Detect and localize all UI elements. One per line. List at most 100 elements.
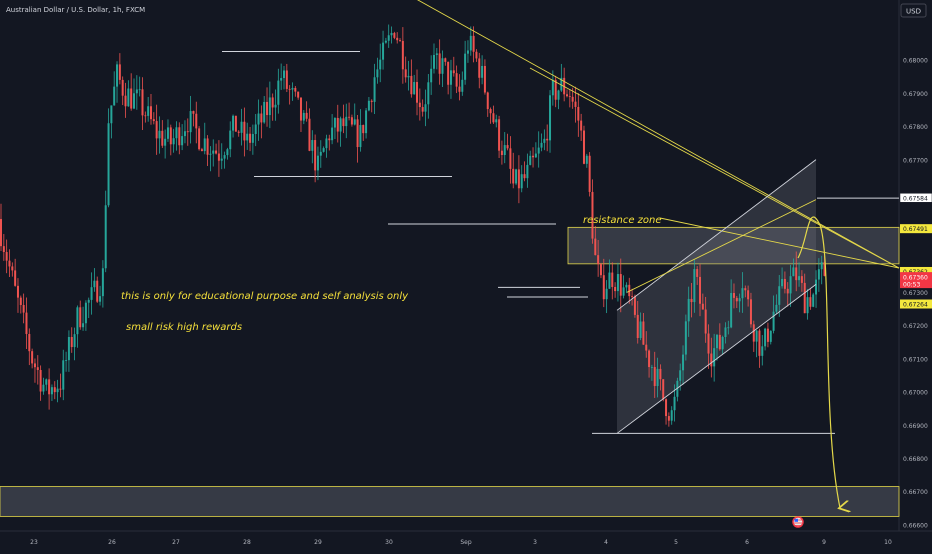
candle-body	[430, 68, 433, 83]
price-badge-label: 0.67360	[903, 275, 928, 282]
channel-fill	[617, 159, 816, 434]
candle-body	[823, 262, 826, 276]
candle-body	[195, 113, 198, 129]
candle-body	[820, 262, 823, 270]
candle-body	[766, 328, 769, 342]
candle-body	[164, 138, 167, 146]
candle-body	[268, 97, 271, 116]
candle-body	[441, 58, 444, 74]
time-tick-label: 10	[884, 539, 892, 546]
candle-body	[732, 293, 735, 298]
candle-body	[549, 95, 552, 141]
price-badge	[899, 193, 932, 203]
candle-body	[260, 113, 263, 123]
candle-body	[16, 285, 19, 298]
candle-body	[186, 131, 189, 133]
price-badge	[900, 299, 932, 309]
candle-body	[33, 363, 36, 368]
candle-body	[679, 370, 682, 381]
candle-body	[127, 88, 130, 107]
candle-body	[149, 106, 152, 120]
candle-body	[670, 410, 673, 421]
candle-body	[257, 113, 260, 125]
candle-body	[220, 158, 223, 161]
price-tick-label: 0.67900	[903, 91, 928, 98]
candle-body	[342, 118, 345, 127]
price-tick-label: 0.67000	[903, 390, 928, 397]
candle-body	[599, 264, 602, 276]
candle-body	[118, 64, 121, 80]
candle-body	[206, 138, 209, 155]
candle-body	[775, 304, 778, 312]
candle-body	[701, 303, 704, 310]
candle-body	[87, 299, 90, 303]
candle-body	[198, 128, 201, 150]
price-tick-label: 0.67700	[903, 157, 928, 164]
price-badge-label: 0.67584	[903, 195, 928, 202]
candle-body	[478, 58, 481, 78]
candle-body	[659, 368, 662, 380]
candle-body	[76, 307, 79, 335]
candle-body	[251, 134, 254, 143]
candle-body	[294, 87, 297, 92]
candle-body	[699, 276, 702, 304]
candle-body	[727, 327, 730, 329]
candle-body	[580, 120, 583, 131]
channel-lower-line	[616, 284, 817, 434]
candle-body	[379, 59, 382, 70]
candle-body	[365, 110, 368, 134]
candle-body	[73, 334, 76, 348]
candle-body	[181, 136, 184, 146]
candle-body	[452, 70, 455, 74]
candle-body	[121, 79, 124, 96]
candle-body	[495, 119, 498, 123]
us-flag-event-icon[interactable]	[792, 516, 804, 528]
candle-body	[249, 133, 252, 143]
candle-body	[687, 298, 690, 322]
note-line-2: small risk high rewards	[126, 322, 242, 333]
candle-body	[362, 125, 365, 134]
price-badge	[900, 266, 932, 276]
time-tick-label: 6	[745, 539, 749, 546]
candle-body	[50, 387, 53, 395]
candle-body	[636, 314, 639, 338]
candle-body	[540, 142, 543, 148]
time-tick-label: 5	[674, 539, 678, 546]
candle-body	[721, 336, 724, 350]
candle-body	[373, 77, 376, 102]
candle-body	[803, 282, 806, 314]
candle-body	[673, 396, 676, 411]
candle-body	[283, 70, 285, 79]
candle-body	[466, 50, 469, 54]
candle-body	[492, 113, 495, 123]
candle-body	[427, 82, 430, 105]
candle-body	[693, 269, 696, 303]
candle-body	[158, 130, 161, 139]
candle-body	[209, 153, 212, 155]
candle-body	[65, 360, 68, 361]
candle-body	[424, 104, 427, 112]
candle-body	[532, 155, 535, 158]
candle-body	[172, 138, 175, 145]
candle-body	[512, 168, 515, 184]
channel-upper-line	[616, 159, 817, 311]
candle-body	[817, 269, 820, 280]
candle-body	[696, 269, 699, 277]
candle-body	[203, 138, 206, 152]
candle-body	[382, 42, 385, 60]
candle-body	[2, 246, 5, 253]
candle-body	[798, 276, 801, 281]
candle-body	[19, 297, 22, 305]
candle-body	[546, 138, 549, 141]
candle-body	[359, 125, 362, 148]
candle-body	[764, 328, 767, 347]
time-tick-label: 23	[30, 539, 38, 546]
candle-body	[299, 97, 302, 121]
candle-body	[138, 89, 141, 91]
currency-button[interactable]: USD	[900, 3, 927, 18]
candle-body	[761, 346, 764, 356]
candle-body	[410, 75, 413, 95]
price-tick-label: 0.68000	[903, 58, 928, 65]
